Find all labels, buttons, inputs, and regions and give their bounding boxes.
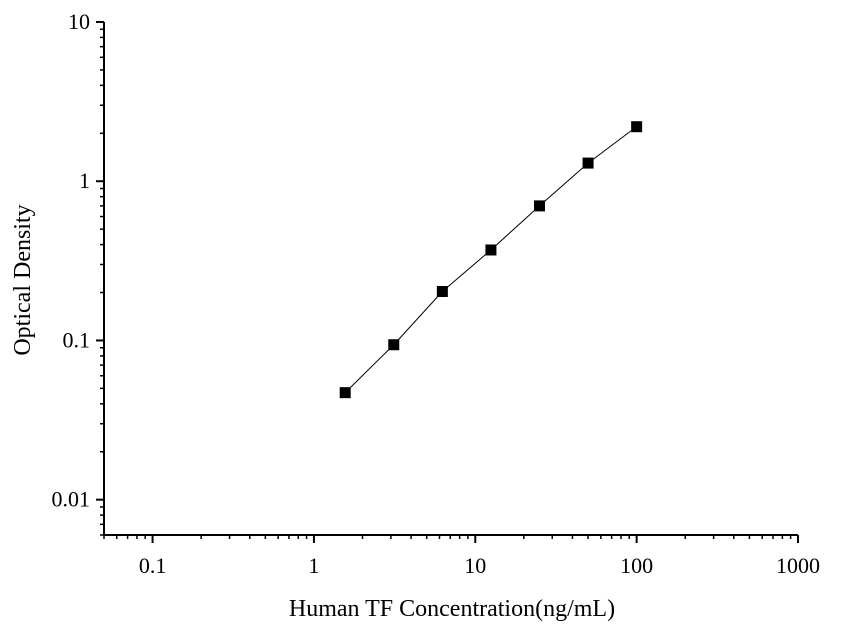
- data-point: [388, 339, 400, 351]
- y-axis: 0.01 0.1 1 10: [52, 9, 105, 536]
- plot-area: [339, 121, 643, 399]
- data-point: [485, 244, 497, 256]
- x-tick-label: 1: [308, 553, 319, 578]
- x-axis: 0.1 1 10 100 1000: [103, 534, 820, 578]
- data-point: [339, 387, 351, 399]
- data-point: [631, 121, 643, 133]
- y-tick-label: 0.01: [52, 487, 91, 512]
- x-tick-label: 0.1: [139, 553, 167, 578]
- y-tick-label: 1: [79, 168, 90, 193]
- y-axis-title: Optical Density: [10, 204, 36, 355]
- x-tick-label: 100: [620, 553, 653, 578]
- data-point: [436, 285, 448, 297]
- data-point: [533, 200, 545, 212]
- y-tick-label: 0.1: [63, 327, 91, 352]
- x-tick-label: 1000: [776, 553, 820, 578]
- x-tick-label: 10: [464, 553, 486, 578]
- y-tick-label: 10: [68, 9, 90, 34]
- x-axis-title: Human TF Concentration(ng/mL): [289, 596, 615, 622]
- data-point: [582, 157, 594, 169]
